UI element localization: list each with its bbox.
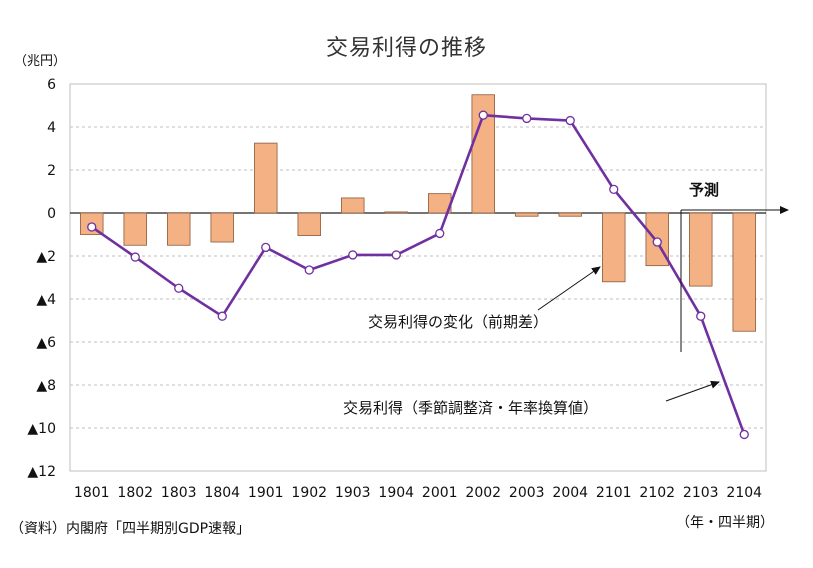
line-point	[609, 184, 619, 195]
bar	[384, 211, 408, 214]
y-tick-label: 0	[47, 206, 56, 222]
x-tick-label: 2001	[422, 485, 458, 501]
bar	[515, 212, 539, 217]
bar	[689, 212, 713, 287]
y-tick-label: 6	[47, 77, 56, 93]
x-tick-label: 1903	[335, 485, 371, 501]
line-point	[304, 265, 314, 275]
line-point	[174, 283, 184, 293]
line-point	[522, 113, 532, 124]
line-path	[91, 113, 746, 435]
x-tick-label: 1902	[291, 485, 327, 501]
bar	[602, 212, 626, 283]
y-tick-label: ▲6	[36, 335, 56, 351]
bar	[558, 212, 582, 217]
y-tick-label: ▲12	[27, 464, 56, 480]
x-axis-unit: （年・四半期）	[676, 515, 774, 531]
x-tick-label: 1801	[74, 485, 110, 501]
line-point	[348, 250, 358, 260]
x-tick-label: 1804	[204, 485, 240, 501]
y-tick-label: ▲10	[27, 421, 56, 437]
line-point	[435, 228, 445, 239]
bar	[210, 212, 234, 243]
line-point	[261, 242, 271, 253]
bar	[167, 212, 191, 246]
plot-frame	[69, 83, 767, 472]
forecast-label: 予測	[689, 181, 719, 199]
x-tick-label: 1904	[378, 485, 414, 501]
y-tick-label: ▲4	[36, 292, 56, 308]
x-tick-label: 2102	[639, 485, 675, 501]
line-point	[565, 115, 575, 126]
bar	[341, 197, 365, 214]
y-tick-label: ▲8	[36, 378, 56, 394]
bar	[123, 212, 147, 246]
x-tick-label: 2002	[465, 485, 501, 501]
x-tick-label: 1802	[117, 485, 153, 501]
x-tick-label: 1803	[161, 485, 197, 501]
chart-title: 交易利得の推移	[325, 36, 487, 61]
bar	[297, 212, 321, 236]
x-tick-label: 2103	[683, 485, 719, 501]
line-point	[87, 222, 97, 232]
axis-ticks: 6 4 2 0 ▲2 ▲4 ▲6 ▲8 ▲10 ▲12 1801 1802 1803 1804 1901 19…	[27, 77, 762, 501]
bar-series-label: 交易利得の変化（前期差）	[368, 313, 548, 331]
x-tick-label: 1901	[248, 485, 284, 501]
line-point	[391, 250, 401, 260]
line-point	[652, 237, 662, 247]
x-tick-label: 2004	[552, 485, 588, 501]
y-tick-label: 4	[47, 120, 56, 136]
y-tick-label: ▲2	[36, 249, 56, 265]
line-point	[478, 110, 488, 120]
x-tick-label: 2003	[509, 485, 545, 501]
line-point	[130, 252, 140, 262]
bar	[254, 142, 278, 214]
line-series	[87, 110, 749, 440]
line-point	[739, 429, 749, 440]
bar	[732, 212, 756, 332]
x-tick-label: 2101	[596, 485, 632, 501]
line-point	[696, 311, 706, 321]
line-point	[217, 311, 227, 321]
line-series-label: 交易利得（季節調整済・年率換算値）	[343, 399, 598, 417]
source-note: （資料）内閣府「四半期別GDP速報」	[10, 521, 251, 537]
gridlines	[69, 83, 767, 472]
line-label-arrow	[665, 380, 720, 402]
y-tick-label: 2	[47, 163, 56, 179]
bar	[471, 94, 495, 214]
x-tick-label: 2104	[726, 485, 762, 501]
y-axis-unit: （兆円）	[14, 54, 67, 69]
bar-label-arrow	[537, 266, 601, 311]
